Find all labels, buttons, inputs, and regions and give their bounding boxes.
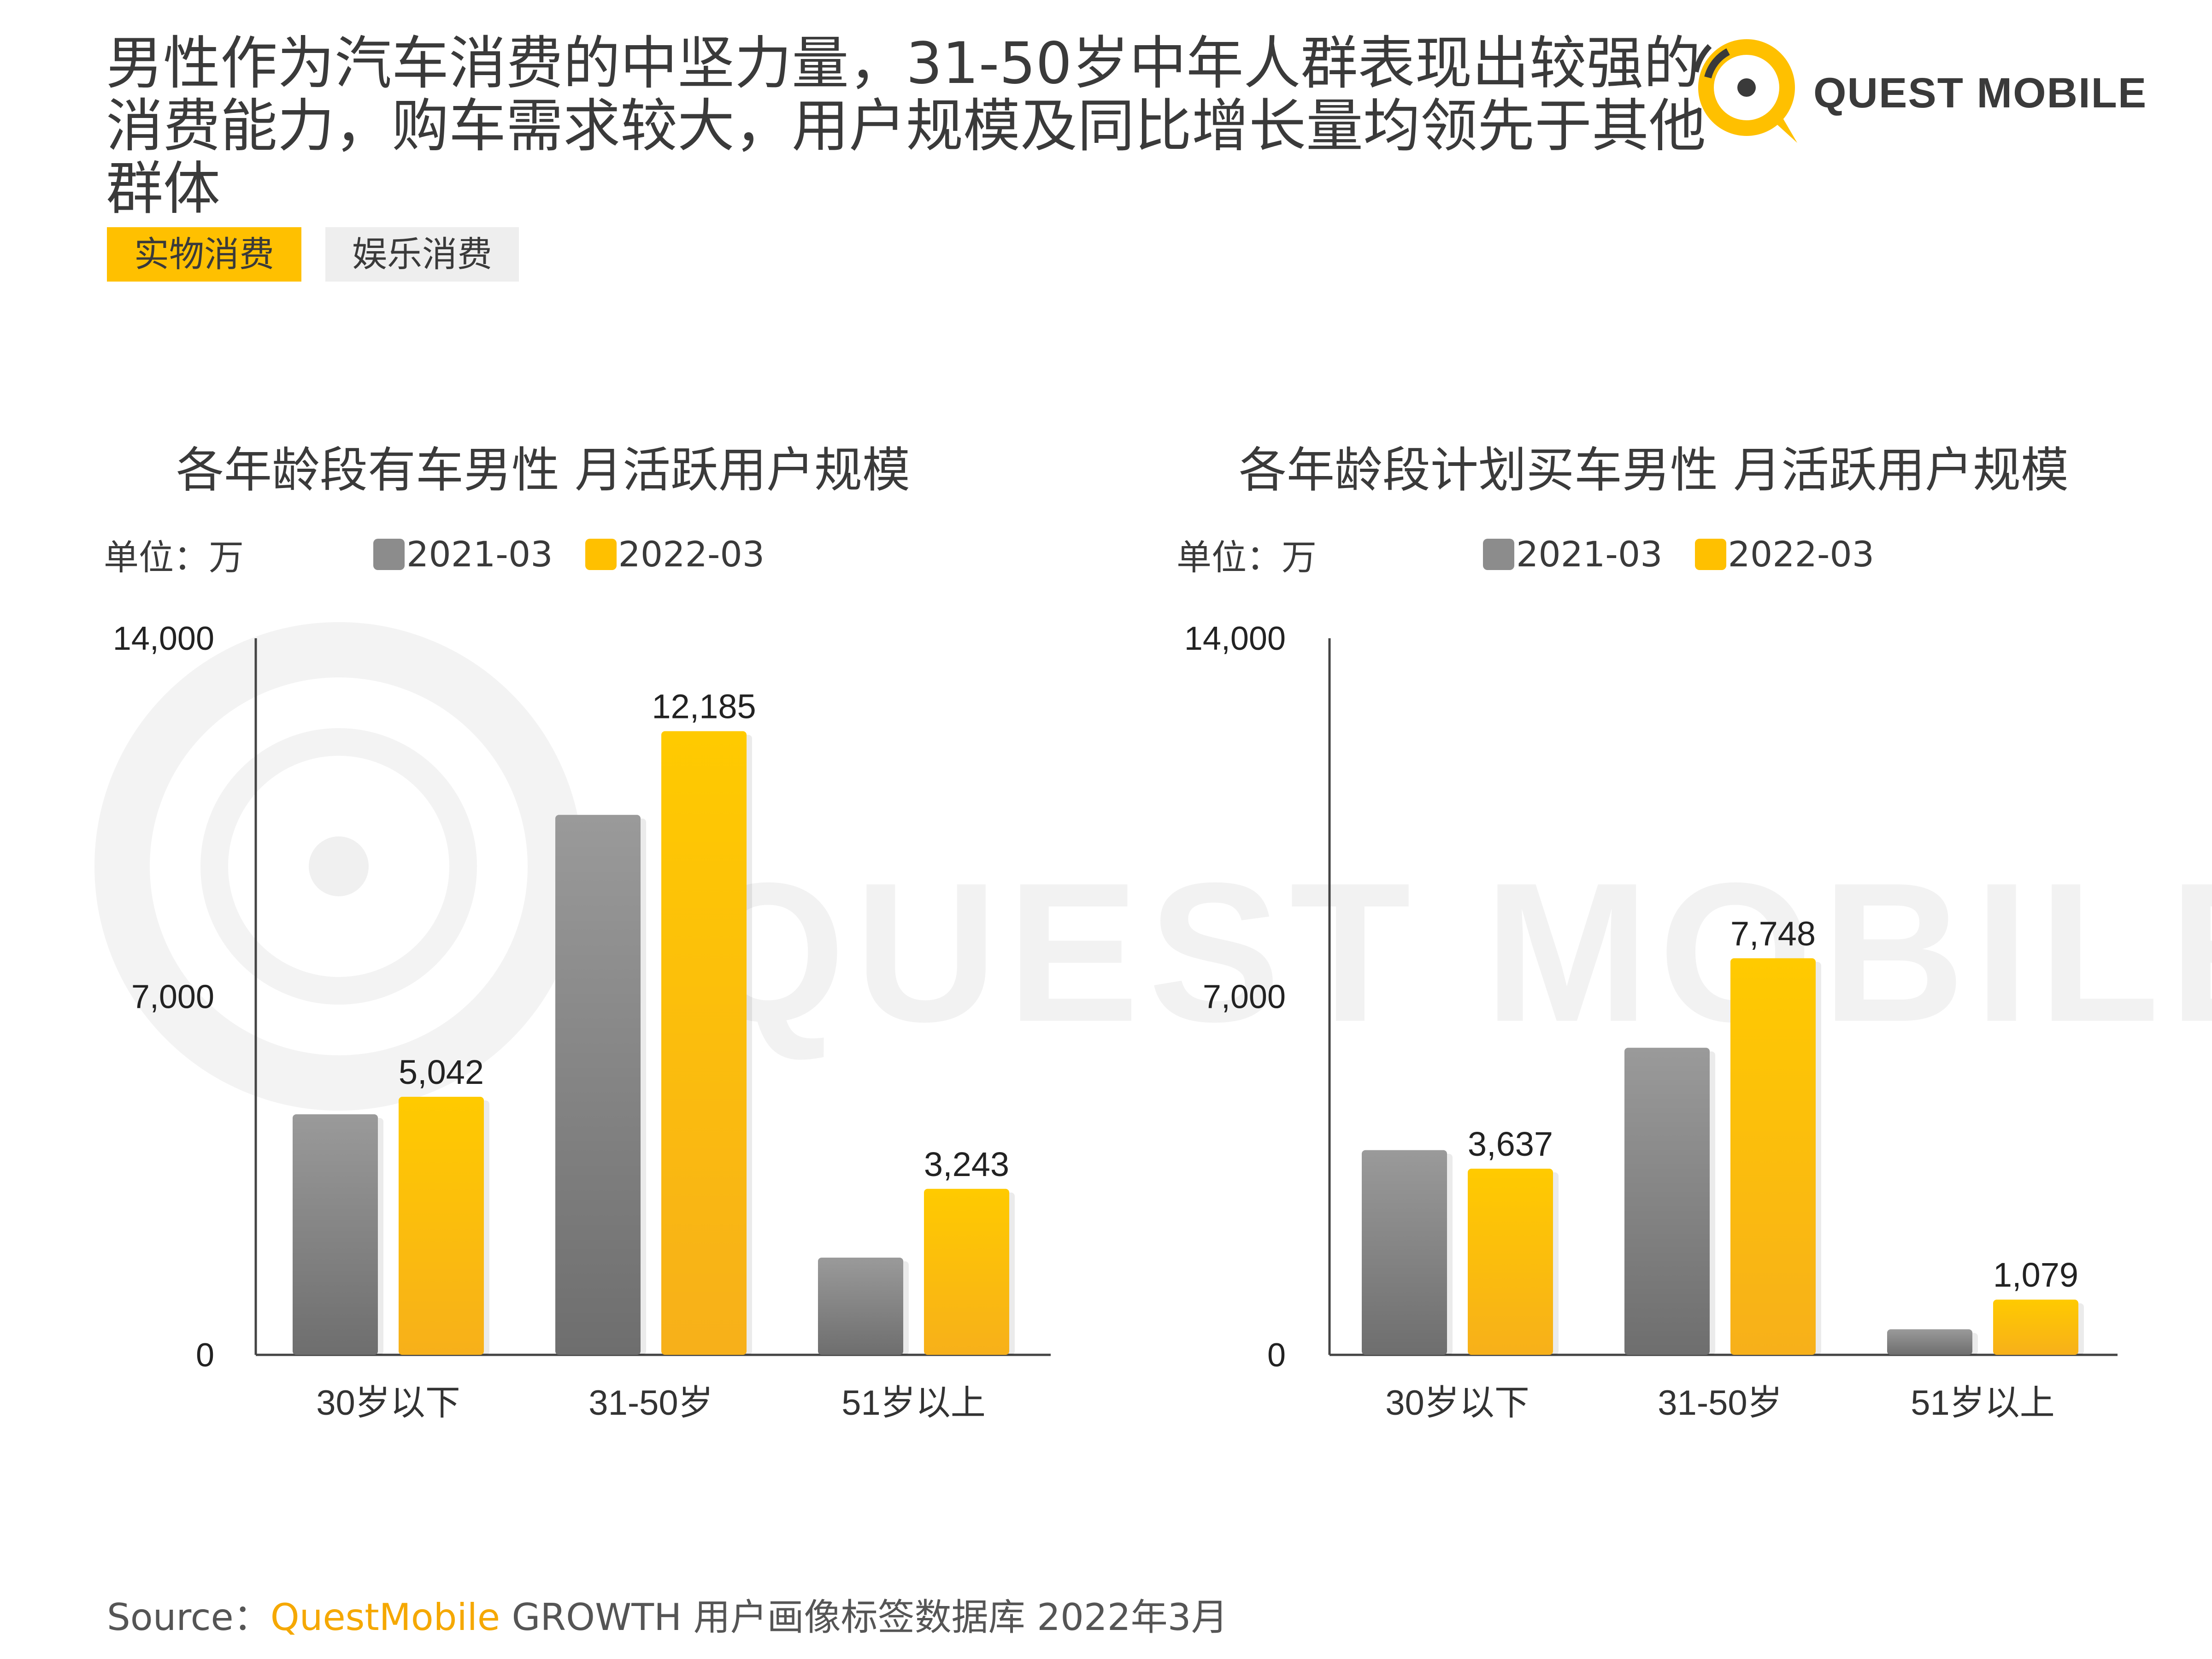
data-label: 12,185 xyxy=(652,688,756,726)
bar-2022-03 xyxy=(1468,1169,1553,1355)
bar-shadow xyxy=(404,1100,489,1355)
bar-2021-03 xyxy=(555,815,641,1355)
bar-shadow xyxy=(561,818,646,1355)
legend-swatch-grey xyxy=(373,538,405,570)
unit-label: 单位：万 xyxy=(104,537,244,578)
x-category-label: 31-50岁 xyxy=(588,1383,713,1423)
x-category-label: 31-50岁 xyxy=(1658,1383,1782,1423)
y-tick-label: 14,000 xyxy=(1184,620,1286,657)
legend-label: 2022-03 xyxy=(1728,534,1875,575)
data-label: 3,637 xyxy=(1468,1125,1553,1163)
quest-mobile-logo-icon xyxy=(1693,39,1797,143)
data-label: 5,042 xyxy=(399,1053,484,1091)
legend-item-2021: 2021-03 xyxy=(373,534,553,575)
y-tick-label: 0 xyxy=(196,1337,214,1374)
legend-swatch-grey xyxy=(1483,538,1514,570)
bar-2021-03 xyxy=(1362,1150,1447,1355)
logo-text: QUEST MOBILE xyxy=(1813,70,2147,117)
legend-item-2022: 2022-03 xyxy=(585,534,765,575)
bar-2021-03 xyxy=(1624,1047,1710,1355)
legend-label: 2022-03 xyxy=(618,534,765,575)
bar-2022-03 xyxy=(924,1188,1009,1355)
chart-title-planning-buyers: 各年龄段计划买车男性 月活跃用户规模 xyxy=(1239,442,2069,498)
bar-shadow xyxy=(1630,1051,1715,1355)
bar-2021-03 xyxy=(1887,1329,1972,1355)
legend-swatch-yellow xyxy=(585,538,617,570)
bar-shadow xyxy=(1893,1333,1978,1355)
data-label: 1,079 xyxy=(1993,1256,2078,1294)
bar-2022-03 xyxy=(1993,1300,2078,1355)
x-category-label: 51岁以上 xyxy=(1911,1383,2055,1423)
bar-shadow xyxy=(824,1261,909,1355)
watermark-text: QUEST MOBILE xyxy=(691,842,2212,1063)
legend-swatch-yellow xyxy=(1694,538,1726,570)
legend-label: 2021-03 xyxy=(406,534,553,575)
y-tick-label: 14,000 xyxy=(113,620,214,657)
legend-item-2021: 2021-03 xyxy=(1483,534,1663,575)
source-footer: Source：QuestMobile GROWTH 用户画像标签数据库 2022… xyxy=(107,1588,1228,1641)
bar-shadow xyxy=(1999,1303,2084,1355)
tab-entertainment-consumption[interactable]: 娱乐消费 xyxy=(325,227,519,282)
bar-2022-03 xyxy=(399,1096,484,1355)
chart-title-car-owners: 各年龄段有车男性 月活跃用户规模 xyxy=(176,442,911,498)
legend: 2021-03 2022-03 xyxy=(1483,534,1906,575)
unit-label: 单位：万 xyxy=(1177,537,1317,578)
bar-shadow xyxy=(930,1192,1015,1355)
bar-2021-03 xyxy=(293,1114,378,1355)
bar-shadow xyxy=(1367,1153,1453,1355)
y-tick-label: 7,000 xyxy=(131,979,214,1016)
x-category-label: 30岁以下 xyxy=(316,1383,460,1423)
source-rest: GROWTH 用户画像标签数据库 2022年3月 xyxy=(500,1596,1228,1639)
source-brand: QuestMobile xyxy=(270,1596,500,1639)
page-headline: 男性作为汽车消费的中坚力量，31-50岁中年人群表现出较强的消费能力，购车需求较… xyxy=(106,30,1706,222)
data-label: 3,243 xyxy=(924,1145,1009,1183)
bar-shadow xyxy=(1473,1172,1559,1355)
legend-label: 2021-03 xyxy=(1516,534,1663,575)
legend-item-2022: 2022-03 xyxy=(1694,534,1875,575)
x-category-label: 30岁以下 xyxy=(1385,1383,1530,1423)
tab-physical-consumption[interactable]: 实物消费 xyxy=(107,227,301,282)
legend: 2021-03 2022-03 xyxy=(373,534,797,575)
bar-2021-03 xyxy=(818,1257,903,1355)
bar-shadow xyxy=(298,1118,383,1355)
x-category-label: 51岁以上 xyxy=(841,1383,986,1423)
y-tick-label: 0 xyxy=(1267,1337,1286,1374)
source-prefix: Source： xyxy=(107,1596,271,1639)
